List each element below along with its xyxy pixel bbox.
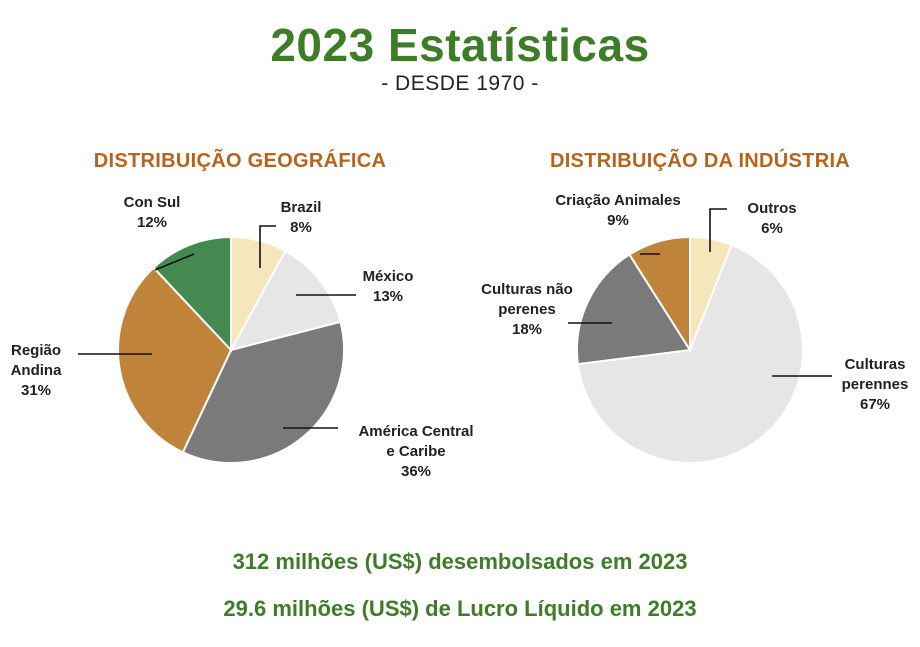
geo-leader-4	[154, 253, 195, 271]
industry-label-0: Outros 6%	[747, 200, 796, 237]
industry-label-3: Criação Animales 9%	[555, 192, 680, 229]
industry-chart-title: DISTRIBUIÇÃO DA INDÚSTRIA	[549, 150, 851, 172]
geo-pie	[117, 235, 345, 464]
geo-slice-3	[117, 266, 233, 454]
page-title: 2023 Estatísticas	[270, 19, 650, 71]
geo-label-3: Região Andina 31%	[11, 342, 62, 399]
disbursed-summary: 312 milhões (US$) desembolsados em 2023	[232, 549, 688, 574]
industry-label-2: Culturas não perenes 18%	[481, 281, 573, 338]
geo-label-0: Brazil 8%	[281, 199, 322, 236]
industry-slice-3	[628, 235, 691, 354]
industry-pie	[576, 235, 804, 464]
geo-label-2: América Central e Caribe 36%	[358, 423, 473, 480]
industry-slice-2	[576, 253, 692, 366]
industry-leader-0	[709, 208, 727, 252]
geo-leader-0	[259, 225, 276, 268]
geo-chart-title: DISTRIBUIÇÃO GEOGRÁFICA	[93, 150, 387, 172]
geo-slice-4	[152, 235, 232, 353]
industry-slice-1	[576, 243, 804, 464]
geo-label-4: Con Sul 12%	[124, 194, 181, 231]
geo-label-1: México 13%	[363, 268, 414, 305]
geo-slice-1	[229, 249, 342, 352]
industry-label-1: Culturas perennes 67%	[842, 356, 909, 413]
net-profit-summary: 29.6 milhões (US$) de Lucro Líquido em 2…	[223, 596, 697, 621]
page-subtitle: - DESDE 1970 -	[381, 72, 539, 95]
